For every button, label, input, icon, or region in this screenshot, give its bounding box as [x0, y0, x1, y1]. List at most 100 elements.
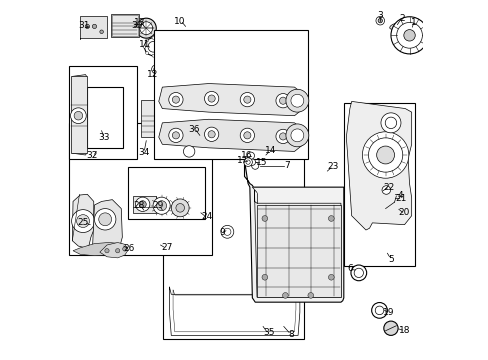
Circle shape — [168, 128, 183, 143]
Circle shape — [70, 108, 86, 123]
Ellipse shape — [393, 28, 398, 31]
Circle shape — [176, 203, 184, 212]
Circle shape — [383, 321, 397, 336]
Circle shape — [282, 35, 292, 46]
Bar — [110, 14, 139, 37]
Circle shape — [183, 146, 194, 157]
Circle shape — [279, 97, 286, 104]
Circle shape — [224, 35, 236, 48]
Text: 30: 30 — [131, 21, 142, 30]
Text: 27: 27 — [161, 243, 172, 252]
Text: 22: 22 — [383, 183, 394, 192]
Polygon shape — [159, 84, 303, 116]
Polygon shape — [169, 33, 296, 141]
Polygon shape — [72, 75, 86, 155]
Bar — [343, 103, 414, 266]
Circle shape — [204, 127, 218, 141]
Ellipse shape — [163, 154, 172, 160]
Circle shape — [374, 306, 383, 315]
Text: 5: 5 — [387, 255, 393, 264]
Polygon shape — [80, 16, 107, 39]
Circle shape — [224, 228, 230, 235]
Polygon shape — [100, 243, 128, 258]
Circle shape — [180, 35, 194, 50]
Circle shape — [328, 216, 333, 221]
Circle shape — [328, 274, 333, 280]
Circle shape — [224, 124, 229, 130]
Text: 12: 12 — [146, 70, 158, 79]
Bar — [71, 76, 87, 153]
Ellipse shape — [95, 124, 101, 127]
Circle shape — [152, 36, 155, 39]
Polygon shape — [346, 102, 411, 230]
Circle shape — [143, 45, 145, 48]
Ellipse shape — [211, 273, 219, 277]
Circle shape — [390, 17, 427, 54]
Text: 16: 16 — [240, 151, 251, 160]
Polygon shape — [93, 200, 122, 254]
Text: 9: 9 — [219, 228, 225, 237]
Ellipse shape — [93, 89, 103, 96]
Polygon shape — [254, 190, 340, 297]
Text: 6: 6 — [346, 264, 352, 273]
Text: 7: 7 — [283, 161, 289, 170]
Text: 34: 34 — [138, 148, 149, 157]
Text: 23: 23 — [327, 162, 338, 171]
Circle shape — [198, 124, 204, 130]
Polygon shape — [205, 33, 296, 48]
Ellipse shape — [240, 273, 248, 277]
Ellipse shape — [93, 105, 103, 112]
Circle shape — [207, 131, 215, 138]
Circle shape — [307, 293, 313, 298]
Circle shape — [244, 158, 252, 166]
Circle shape — [85, 24, 89, 28]
Circle shape — [262, 274, 267, 280]
Circle shape — [77, 215, 89, 228]
Polygon shape — [73, 243, 126, 256]
Circle shape — [122, 247, 127, 251]
Ellipse shape — [95, 91, 101, 94]
Bar — [87, 87, 123, 148]
Text: 29: 29 — [152, 201, 163, 210]
Ellipse shape — [227, 279, 233, 282]
Text: 26: 26 — [123, 244, 135, 253]
Circle shape — [367, 138, 402, 172]
Circle shape — [262, 216, 267, 221]
Circle shape — [240, 93, 254, 107]
Text: 25: 25 — [77, 219, 88, 228]
Text: 24: 24 — [201, 212, 212, 221]
Ellipse shape — [93, 122, 103, 129]
Ellipse shape — [169, 151, 175, 156]
Bar — [69, 66, 136, 158]
Circle shape — [362, 132, 408, 178]
Circle shape — [139, 201, 146, 208]
Circle shape — [144, 38, 162, 56]
Circle shape — [156, 201, 166, 211]
Circle shape — [135, 197, 149, 211]
Polygon shape — [159, 119, 303, 152]
Ellipse shape — [87, 209, 90, 213]
Ellipse shape — [87, 229, 90, 233]
Circle shape — [99, 213, 111, 226]
Circle shape — [285, 124, 291, 130]
Text: 19: 19 — [383, 309, 394, 318]
Circle shape — [371, 302, 386, 318]
Circle shape — [74, 111, 82, 120]
Circle shape — [385, 117, 396, 129]
Text: 15: 15 — [255, 158, 267, 167]
Circle shape — [244, 132, 250, 139]
Circle shape — [285, 89, 308, 112]
Circle shape — [151, 65, 160, 73]
Ellipse shape — [389, 23, 399, 29]
Text: 1: 1 — [410, 18, 416, 27]
Text: 8: 8 — [287, 330, 293, 339]
Ellipse shape — [95, 107, 101, 111]
Circle shape — [245, 160, 250, 164]
Ellipse shape — [76, 209, 79, 213]
Circle shape — [115, 249, 120, 253]
Text: 36: 36 — [188, 125, 199, 134]
Circle shape — [172, 132, 179, 139]
Circle shape — [282, 293, 287, 298]
Circle shape — [244, 96, 250, 103]
Circle shape — [152, 54, 155, 57]
